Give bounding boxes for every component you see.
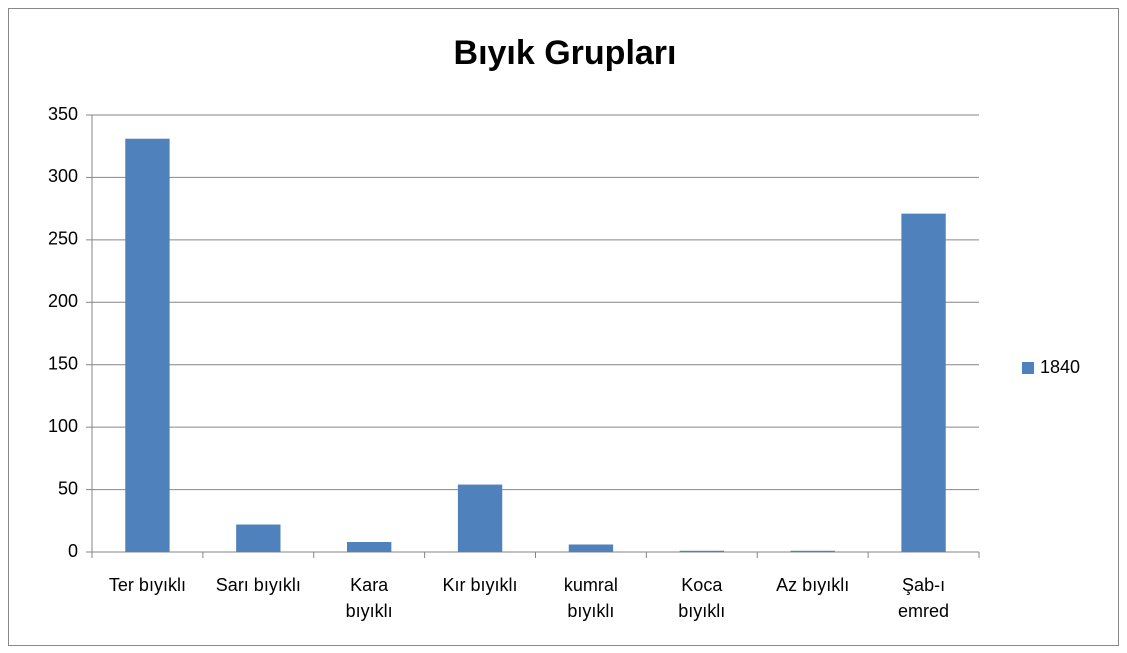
y-tick-label: 150 xyxy=(48,353,78,373)
y-tick-label: 200 xyxy=(48,291,78,311)
bar xyxy=(568,544,614,552)
x-tick-label: Az bıyıklı xyxy=(776,575,850,595)
x-tick-label: Kara bıyıklı xyxy=(345,575,393,621)
bar xyxy=(790,550,835,552)
x-tick-label: Kır bıyıklı xyxy=(442,575,518,595)
legend-label: 1840 xyxy=(1040,357,1080,377)
y-tick-label: 100 xyxy=(48,416,78,436)
bar xyxy=(457,484,503,552)
bar xyxy=(347,542,392,552)
chart-border xyxy=(8,8,1119,646)
legend-swatch xyxy=(1022,362,1034,374)
y-tick-label: 50 xyxy=(58,478,78,498)
y-tick-label: 250 xyxy=(48,229,78,249)
y-tick-label: 350 xyxy=(48,104,78,124)
bar xyxy=(901,213,946,552)
x-tick-label: Koca bıyıklı xyxy=(678,575,726,621)
bar xyxy=(679,550,724,552)
y-tick-label: 0 xyxy=(68,541,78,561)
bar xyxy=(236,524,281,552)
x-tick-label: Sarı bıyıklı xyxy=(215,575,301,595)
x-tick-label: Ter bıyıklı xyxy=(108,575,186,595)
y-tick-label: 300 xyxy=(48,166,78,186)
bar xyxy=(125,138,170,553)
x-tick-label: Şab-ı emred xyxy=(898,575,950,621)
chart-title: Bıyık Grupları xyxy=(454,34,677,72)
x-tick-label: kumral bıyıklı xyxy=(563,575,618,621)
